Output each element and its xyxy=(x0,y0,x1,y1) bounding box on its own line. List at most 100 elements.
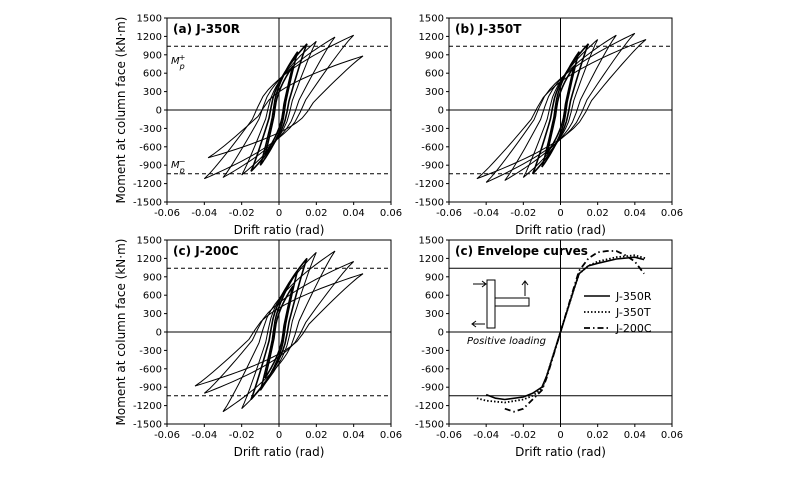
series-line-j-350t xyxy=(476,254,647,404)
y-tick-label: 900 xyxy=(425,272,444,283)
y-tick-label: -300 xyxy=(421,346,444,357)
hysteresis-loop xyxy=(522,39,599,178)
hysteresis-loop xyxy=(222,36,336,178)
x-tick-label: 0.06 xyxy=(661,208,683,219)
x-tick-label: -0.04 xyxy=(191,208,217,219)
hysteresis-loop xyxy=(194,273,364,387)
chart-panel-a: 1500 1200 900 600 300 0 -300 -600 -900 -1200 -1500… xyxy=(114,14,402,238)
x-tick-label: -0.06 xyxy=(154,208,180,219)
y-tick-label: 900 xyxy=(425,50,444,61)
x-tick-label: -0.04 xyxy=(191,430,217,441)
x-tick-label: 0.02 xyxy=(587,430,609,441)
series-line-j-200c xyxy=(504,250,645,413)
y-tick-label: -600 xyxy=(421,364,444,375)
hysteresis-loop xyxy=(264,285,294,379)
chart-title: (b) J-350T xyxy=(455,22,522,36)
hysteresis-loop xyxy=(203,261,355,394)
x-tick-label: 0.02 xyxy=(587,208,609,219)
reference-line-label: Mp− xyxy=(171,156,185,174)
x-tick-label: -0.02 xyxy=(229,430,255,441)
hysteresis-loop xyxy=(207,55,364,159)
hysteresis-loop xyxy=(504,34,617,181)
chart-panel-b: 1500 1200 900 600 300 0 -300 -600 -900 -1200 -1500… xyxy=(415,14,683,238)
y-tick-label: 0 xyxy=(156,328,162,339)
x-tick-label: 0.06 xyxy=(380,430,402,441)
y-tick-label: 1500 xyxy=(137,236,162,247)
y-tick-label: 900 xyxy=(143,272,162,283)
y-tick-label: 1200 xyxy=(419,254,444,265)
legend-label: J-200C xyxy=(615,322,652,335)
series-line-j-350r xyxy=(485,256,645,401)
hysteresis-loop xyxy=(545,65,576,155)
y-tick-label: -600 xyxy=(421,142,444,153)
y-tick-label: 1500 xyxy=(137,14,162,25)
y-tick-label: -600 xyxy=(139,142,162,153)
y-tick-label: 300 xyxy=(425,87,444,98)
reference-line-subscript: p xyxy=(179,165,185,174)
x-tick-label: -0.04 xyxy=(473,208,499,219)
chart-panel-c: 1500 1200 900 600 300 0 -300 -600 -900 -1200 -1500… xyxy=(114,236,402,460)
y-tick-label: 300 xyxy=(143,87,162,98)
chart-title: (c) J-200C xyxy=(173,244,239,258)
y-tick-label: -300 xyxy=(139,124,162,135)
x-axis-label: Drift ratio (rad) xyxy=(234,223,325,237)
y-axis-label: Moment at column face (kN·m) xyxy=(114,17,128,204)
y-tick-label: 600 xyxy=(143,291,162,302)
y-tick-label: 0 xyxy=(438,328,444,339)
hysteresis-loop xyxy=(485,32,636,183)
x-tick-label: 0 xyxy=(276,208,282,219)
hysteresis-loop xyxy=(241,251,317,410)
x-tick-label: 0.04 xyxy=(624,208,646,219)
x-tick-label: 0.04 xyxy=(343,430,365,441)
y-tick-label: -1200 xyxy=(133,179,162,190)
y-tick-label: 300 xyxy=(425,309,444,320)
y-tick-label: 1500 xyxy=(419,236,444,247)
reference-line-subscript: p xyxy=(179,62,185,71)
x-tick-label: -0.02 xyxy=(229,208,255,219)
x-tick-label: -0.06 xyxy=(436,430,462,441)
legend-label: J-350T xyxy=(615,306,651,319)
y-tick-label: -1200 xyxy=(415,401,444,412)
x-tick-label: 0 xyxy=(557,208,563,219)
x-tick-label: 0.02 xyxy=(305,430,327,441)
reference-line-superscript: + xyxy=(179,53,186,62)
hysteresis-loop xyxy=(476,39,647,180)
y-tick-label: 300 xyxy=(143,309,162,320)
reference-line-label: Mp+ xyxy=(171,53,185,71)
hysteresis-loop xyxy=(203,34,355,180)
y-tick-label: 1200 xyxy=(137,254,162,265)
x-tick-label: 0.02 xyxy=(305,208,327,219)
hysteresis-loop xyxy=(222,250,336,413)
y-tick-label: 600 xyxy=(425,291,444,302)
x-tick-label: -0.02 xyxy=(510,430,536,441)
hysteresis-loop xyxy=(250,43,308,172)
y-tick-label: 1200 xyxy=(137,32,162,43)
loading-diagram-icon xyxy=(471,279,530,329)
hysteresis-loop xyxy=(241,40,317,176)
legend-label: J-350R xyxy=(615,290,652,303)
y-tick-label: 0 xyxy=(156,106,162,117)
x-tick-label: 0.04 xyxy=(343,208,365,219)
y-tick-label: -900 xyxy=(139,161,162,172)
x-tick-label: -0.04 xyxy=(473,430,499,441)
y-tick-label: -1500 xyxy=(415,420,444,431)
chart-title: (a) J-350R xyxy=(173,22,240,36)
x-axis-label: Drift ratio (rad) xyxy=(515,223,606,237)
chart-panel-d: 1500 1200 900 600 300 0 -300 -600 -900 -1200 -1500… xyxy=(415,236,683,460)
chart-title: (c) Envelope curves xyxy=(455,244,588,258)
y-tick-label: -1500 xyxy=(133,420,162,431)
y-tick-label: 1500 xyxy=(419,14,444,25)
x-axis-label: Drift ratio (rad) xyxy=(515,445,606,459)
y-tick-label: 1200 xyxy=(419,32,444,43)
y-tick-label: -900 xyxy=(421,161,444,172)
x-tick-label: 0 xyxy=(276,430,282,441)
y-tick-label: 600 xyxy=(425,69,444,80)
annotation-positive-loading: Positive loading xyxy=(467,336,546,347)
x-tick-label: 0.04 xyxy=(624,430,646,441)
x-tick-label: -0.06 xyxy=(154,430,180,441)
y-axis-label: Moment at column face (kN·m) xyxy=(114,239,128,426)
y-tick-label: -1500 xyxy=(133,198,162,209)
y-tick-label: -300 xyxy=(139,346,162,357)
x-axis-label: Drift ratio (rad) xyxy=(234,445,325,459)
